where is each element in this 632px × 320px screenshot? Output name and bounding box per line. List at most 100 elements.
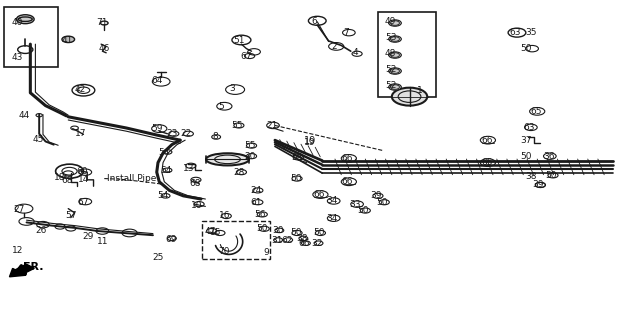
Text: 33: 33 [349, 200, 361, 209]
Text: 38: 38 [296, 234, 308, 243]
Text: 21: 21 [266, 121, 277, 130]
Text: 36: 36 [543, 152, 554, 161]
Text: 66: 66 [313, 190, 325, 199]
Text: 40: 40 [12, 18, 23, 27]
Text: 19: 19 [304, 138, 315, 147]
Text: 14: 14 [78, 175, 89, 184]
Text: 43: 43 [12, 53, 23, 62]
Text: 17: 17 [75, 129, 87, 138]
Text: 71: 71 [97, 18, 108, 27]
Text: 16: 16 [219, 212, 230, 220]
Text: 3: 3 [229, 84, 236, 93]
Text: 34: 34 [326, 196, 337, 205]
Text: 42: 42 [75, 85, 86, 94]
Text: 65: 65 [530, 107, 542, 116]
Text: 55: 55 [244, 141, 255, 150]
Text: 27: 27 [13, 205, 25, 214]
Text: 50: 50 [358, 206, 369, 215]
Text: 45: 45 [32, 135, 44, 144]
Text: 44: 44 [18, 111, 30, 120]
Text: 4: 4 [353, 48, 358, 57]
Bar [4, 7, 58, 67]
Text: 10: 10 [191, 201, 203, 210]
Bar [202, 221, 270, 259]
Text: 31: 31 [271, 236, 283, 245]
Text: 51: 51 [233, 36, 245, 45]
Text: 1: 1 [417, 86, 423, 95]
Text: 13: 13 [183, 164, 194, 173]
Text: 29: 29 [83, 232, 94, 241]
FancyArrow shape [9, 264, 34, 277]
Text: 52: 52 [385, 65, 396, 74]
Text: 56: 56 [255, 210, 266, 219]
Text: 6: 6 [312, 17, 318, 26]
Text: 65: 65 [481, 158, 492, 167]
Text: 66: 66 [342, 154, 353, 163]
Text: 69: 69 [165, 235, 176, 244]
Text: 63: 63 [509, 28, 521, 37]
Text: 49: 49 [385, 17, 396, 26]
Text: 19: 19 [303, 136, 316, 147]
Text: 54: 54 [159, 148, 170, 156]
Text: 39: 39 [370, 191, 382, 200]
Circle shape [62, 36, 75, 43]
Text: 50: 50 [520, 152, 532, 161]
Text: 48: 48 [385, 49, 396, 58]
Circle shape [389, 52, 401, 58]
Ellipse shape [206, 153, 249, 165]
Text: 52: 52 [385, 81, 396, 90]
Text: 38: 38 [525, 172, 537, 181]
Text: 58: 58 [291, 153, 303, 162]
Text: 54: 54 [157, 191, 169, 200]
Text: 55: 55 [231, 121, 243, 130]
Text: 64: 64 [151, 76, 162, 85]
Text: 57: 57 [65, 212, 76, 220]
Text: 37: 37 [520, 136, 532, 145]
Circle shape [389, 68, 401, 74]
Text: 18: 18 [54, 173, 66, 182]
Text: 9: 9 [264, 248, 270, 257]
Text: 54: 54 [160, 166, 171, 175]
Text: 67: 67 [241, 52, 252, 60]
Text: 66: 66 [299, 239, 310, 248]
Text: 20: 20 [244, 152, 255, 161]
Text: 67: 67 [78, 198, 89, 207]
Text: 62: 62 [282, 236, 293, 245]
Bar [378, 12, 436, 97]
Text: 11: 11 [97, 237, 108, 246]
Text: 46: 46 [99, 44, 110, 52]
Text: 26: 26 [35, 226, 47, 235]
Text: 28: 28 [233, 168, 245, 177]
Text: 15: 15 [210, 228, 222, 237]
Text: 59: 59 [151, 124, 162, 133]
Text: 61: 61 [250, 198, 262, 207]
Text: 24: 24 [250, 186, 262, 195]
Text: Install Pipe: Install Pipe [107, 174, 156, 183]
Text: 50: 50 [545, 171, 557, 180]
Text: 47: 47 [204, 228, 216, 236]
Text: 66: 66 [481, 136, 492, 145]
Text: 30: 30 [272, 226, 284, 235]
Circle shape [16, 15, 34, 24]
Text: 2: 2 [331, 42, 336, 51]
Text: 23: 23 [166, 129, 178, 138]
Circle shape [389, 36, 401, 42]
Text: 50: 50 [290, 228, 301, 237]
Text: 12: 12 [12, 246, 23, 255]
Circle shape [392, 88, 427, 106]
Text: 8: 8 [212, 132, 218, 141]
Text: 32: 32 [312, 239, 323, 248]
Text: 41: 41 [62, 36, 73, 44]
Text: 25: 25 [152, 253, 164, 262]
Text: 22: 22 [181, 129, 192, 138]
Text: 34: 34 [326, 214, 337, 223]
Text: 50: 50 [313, 228, 325, 237]
Text: 66: 66 [342, 177, 353, 186]
Circle shape [389, 20, 401, 26]
Text: 63: 63 [524, 123, 535, 132]
Text: 60: 60 [76, 167, 88, 176]
Text: FR.: FR. [23, 262, 43, 272]
Circle shape [389, 84, 401, 90]
Text: 68: 68 [62, 176, 73, 185]
Text: 53: 53 [385, 33, 396, 42]
